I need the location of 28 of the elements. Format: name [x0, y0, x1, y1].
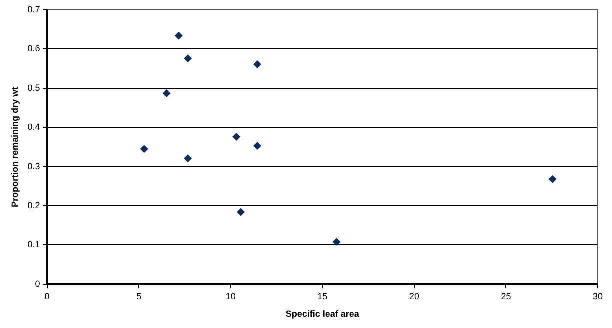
x-tick-label: 20 — [409, 291, 420, 302]
y-tick-label: 0.3 — [28, 161, 40, 172]
point — [253, 60, 262, 68]
point — [184, 54, 192, 63]
y-tick-label: 0.6 — [28, 44, 40, 54]
x-tick-label: 5 — [136, 291, 142, 302]
point — [548, 175, 557, 184]
point — [174, 32, 183, 40]
x-tick-label: 25 — [501, 291, 512, 302]
point — [232, 133, 241, 142]
x-tick-label: 15 — [318, 291, 328, 302]
point — [253, 142, 262, 150]
y-tick-label: 0.5 — [28, 82, 40, 93]
x-tick-label: 30 — [592, 291, 604, 302]
y-tick-label: 0.4 — [28, 122, 40, 132]
point — [184, 154, 192, 163]
point — [332, 238, 341, 246]
x-axis-title: Specific leaf area — [286, 309, 360, 320]
x-tick-label: 0 — [44, 291, 50, 302]
y-axis-title: Proportion remaining dry wt — [10, 86, 20, 208]
y-tick-label: 0 — [35, 278, 40, 289]
point — [140, 145, 148, 154]
x-tick-label: 10 — [226, 291, 236, 302]
y-tick-label: 0.1 — [28, 240, 40, 250]
point — [236, 208, 245, 216]
y-tick-label: 0.2 — [28, 200, 40, 210]
point — [162, 89, 171, 98]
y-tick-label: 0.7 — [28, 4, 40, 14]
